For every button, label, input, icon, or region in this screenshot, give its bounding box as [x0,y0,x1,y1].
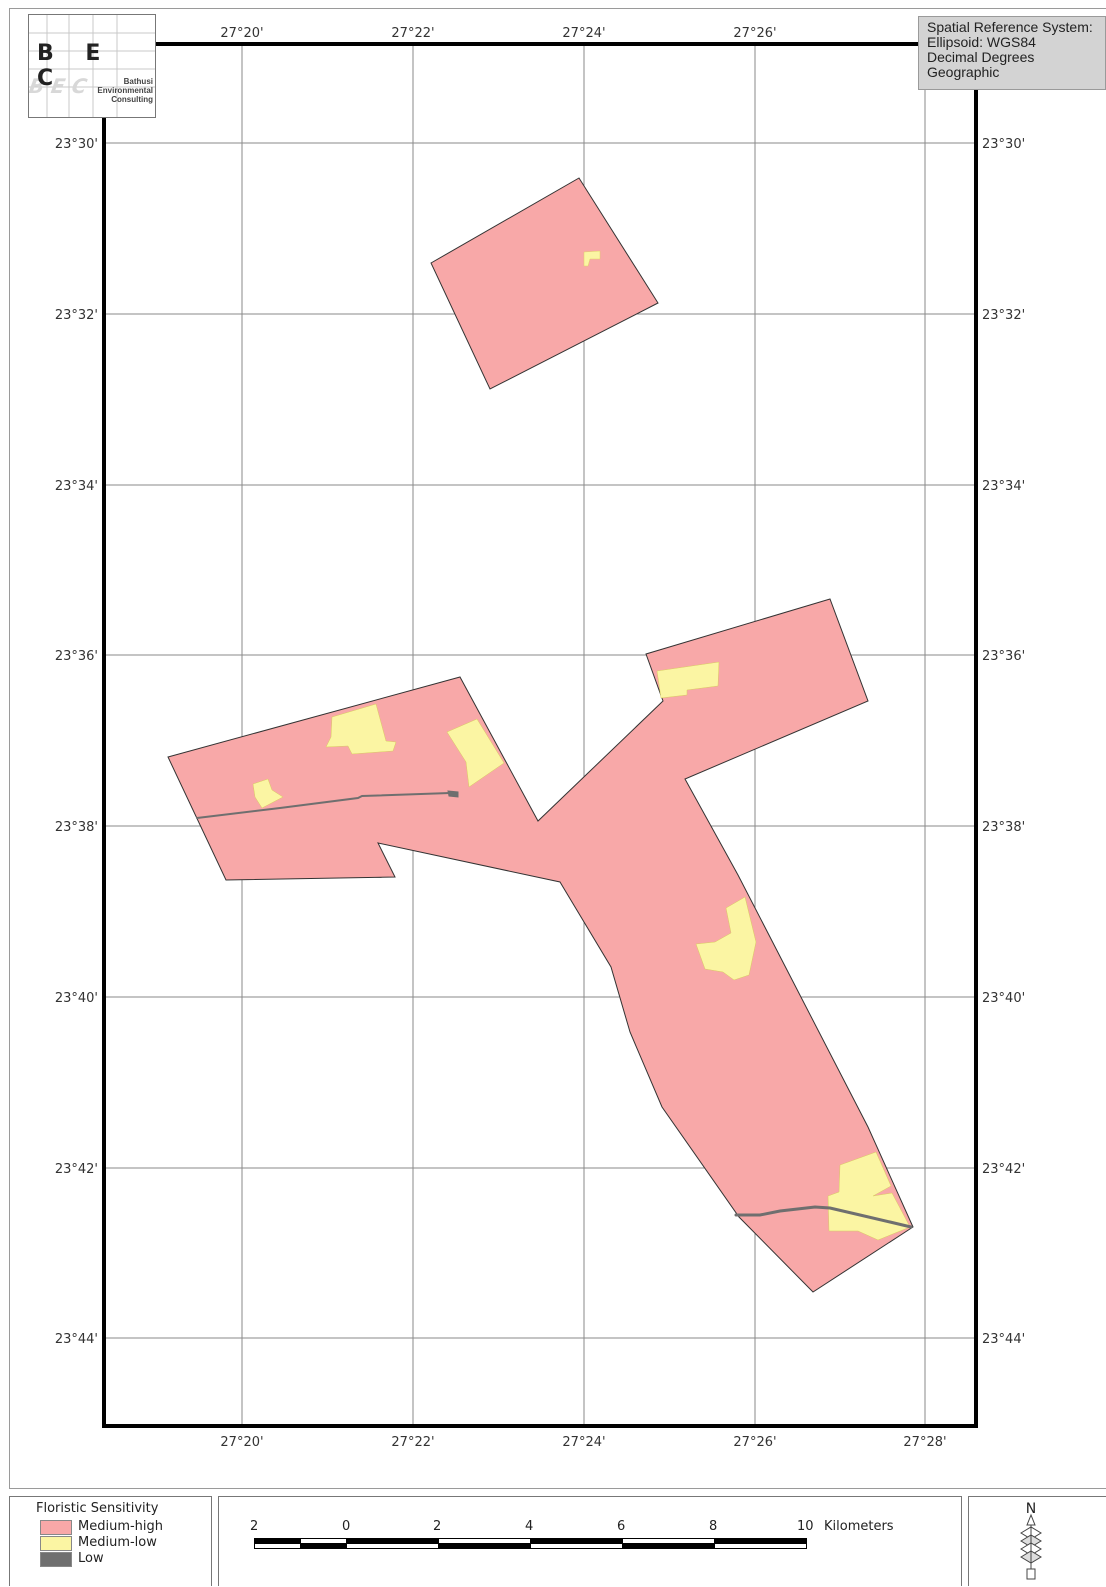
legend-label: Low [78,1551,104,1566]
tick-label-lat-right: 23°36' [982,649,1025,664]
legend: Floristic Sensitivity Medium-high Medium… [9,1496,212,1586]
tick-label-lat-left: 23°40' [55,991,98,1006]
scale-label: 2 [433,1519,441,1534]
legend-label: Medium-low [78,1535,157,1550]
company-logo: B E C B E C Bathusi Environmental Consul… [28,14,156,118]
tick-label-lon-top: 27°26' [733,26,776,41]
tick-label-lat-left: 23°32' [55,308,98,323]
legend-swatch [40,1520,72,1535]
north-arrow-icon: N [969,1497,1106,1587]
tick-label-lon-bottom: 27°26' [733,1435,776,1450]
scale-bar-graphic [219,1537,963,1567]
tick-label-lat-left: 23°42' [55,1162,98,1177]
tick-label-lat-right: 23°38' [982,820,1025,835]
scale-unit: Kilometers [824,1519,894,1534]
scale-label: 8 [709,1519,717,1534]
legend-title: Floristic Sensitivity [36,1501,158,1516]
sensitivity-area-low [448,791,458,797]
tick-label-lat-left: 23°44' [55,1332,98,1347]
scale-label: 6 [617,1519,625,1534]
tick-label-lat-right: 23°32' [982,308,1025,323]
sensitivity-area-medium-high [431,178,658,389]
tick-label-lat-left: 23°36' [55,649,98,664]
scale-label: 2 [250,1519,258,1534]
srs-line: Spatial Reference System: [927,20,1105,35]
tick-label-lat-left: 23°34' [55,479,98,494]
tick-label-lon-bottom: 27°22' [391,1435,434,1450]
sensitivity-area-medium-high [168,599,913,1292]
tick-label-lon-bottom: 27°24' [562,1435,605,1450]
srs-line: Ellipsoid: WGS84 [927,35,1105,50]
tick-label-lon-top: 27°24' [562,26,605,41]
tick-label-lon-top: 27°22' [391,26,434,41]
logo-line: Consulting [111,95,153,104]
tick-label-lat-right: 23°34' [982,479,1025,494]
legend-label: Medium-high [78,1519,163,1534]
tick-label-lon-bottom: 27°28' [903,1435,946,1450]
spatial-reference-box: Spatial Reference System: Ellipsoid: WGS… [918,16,1106,90]
scale-bar: 2 0 2 4 6 8 10 Kilometers [218,1496,962,1586]
north-arrow-box: N [968,1496,1106,1586]
scale-label: 4 [525,1519,533,1534]
tick-label-lat-right: 23°44' [982,1332,1025,1347]
tick-label-lat-left: 23°38' [55,820,98,835]
tick-label-lon-bottom: 27°20' [220,1435,263,1450]
logo-line: Environmental [97,86,153,95]
legend-swatch [40,1536,72,1551]
srs-line: Geographic [927,65,1105,80]
tick-label-lat-right: 23°42' [982,1162,1025,1177]
tick-label-lon-top: 27°20' [220,26,263,41]
legend-swatch [40,1552,72,1567]
logo-line: Bathusi [124,77,153,86]
tick-label-lat-right: 23°40' [982,991,1025,1006]
tick-label-lat-right: 23°30' [982,137,1025,152]
tick-label-lat-left: 23°30' [55,137,98,152]
srs-line: Decimal Degrees [927,50,1105,65]
scale-label: 10 [797,1519,814,1534]
scale-label: 0 [342,1519,350,1534]
